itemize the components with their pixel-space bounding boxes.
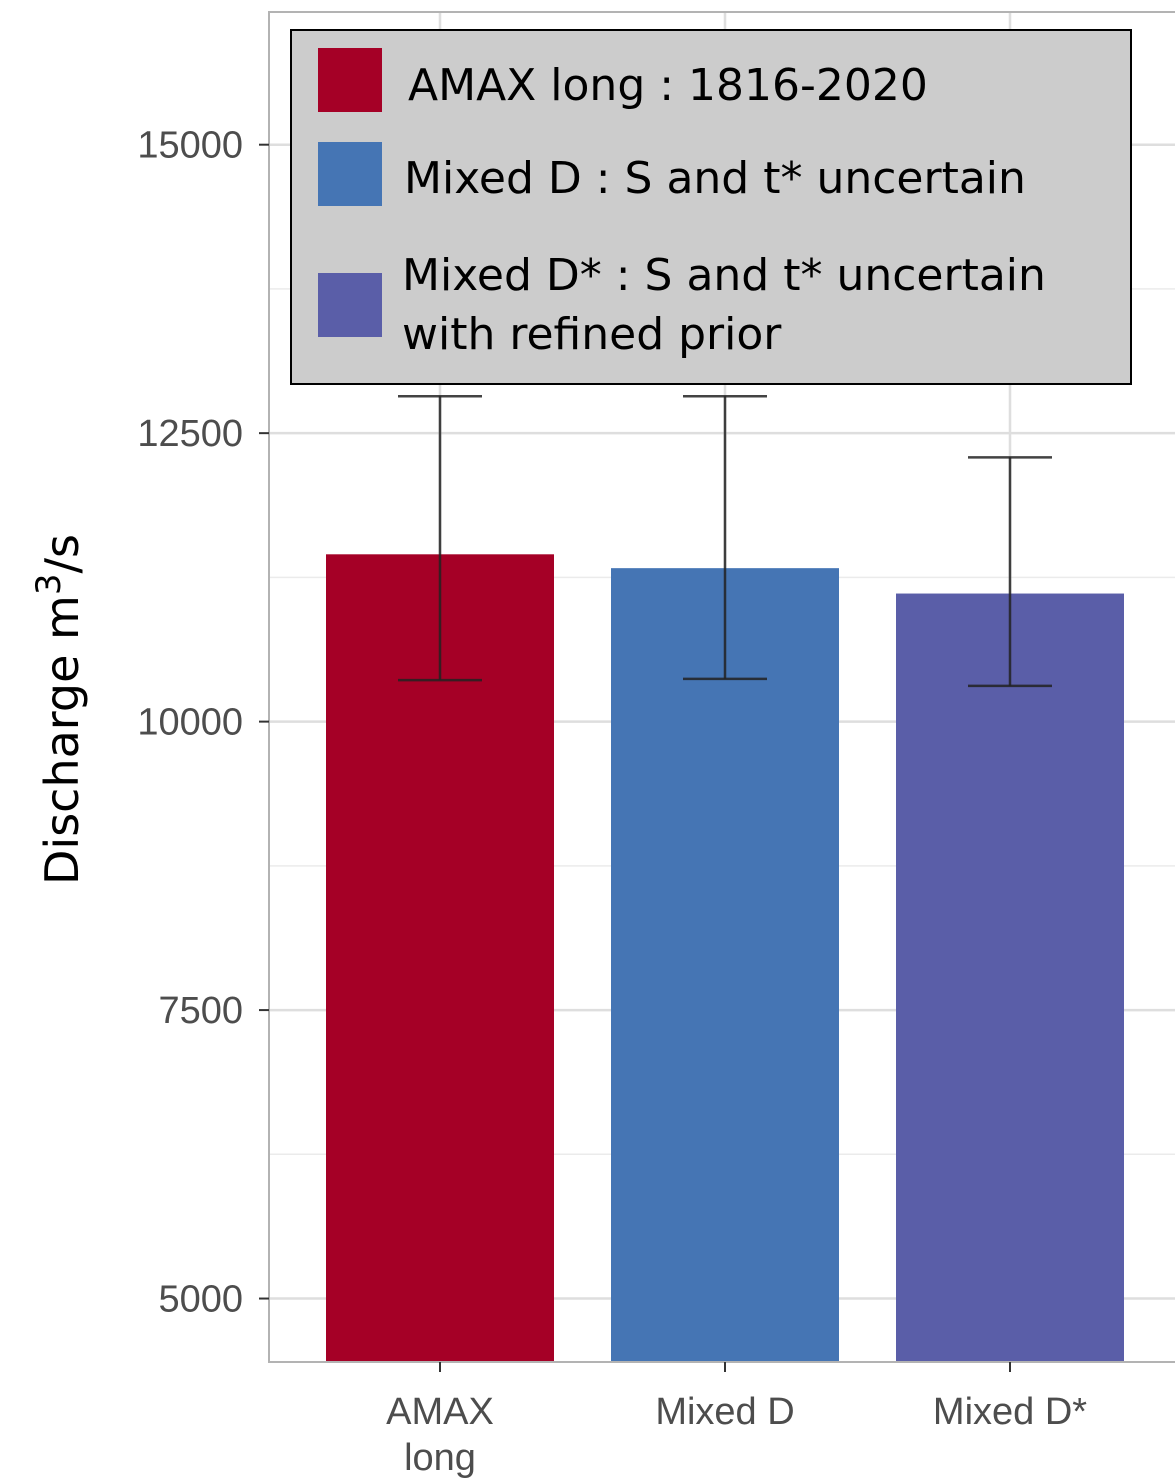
- y-tick-label: 5000: [158, 1279, 243, 1321]
- legend-label: AMAX long : 1816-2020: [408, 60, 928, 111]
- bar: [326, 554, 554, 1362]
- y-tick-label: 15000: [137, 125, 243, 167]
- x-tick-label: Mixed D*: [933, 1391, 1087, 1433]
- y-tick-label: 10000: [137, 702, 243, 744]
- legend-box: [290, 29, 1132, 385]
- x-tick-label: Mixed D: [655, 1391, 794, 1433]
- legend-key: [318, 273, 382, 337]
- bars: [326, 554, 1124, 1362]
- y-tick-label: 7500: [158, 990, 243, 1032]
- legend-label: Mixed D* : S and t* uncertain: [402, 250, 1046, 301]
- panel-border: [268, 11, 1175, 1363]
- bar: [896, 593, 1124, 1362]
- y-tick-label: 12500: [137, 413, 243, 455]
- legend: AMAX long : 1816-2020 Mixed D : S and t* …: [290, 29, 1132, 385]
- legend-label: with refined prior: [402, 309, 782, 360]
- legend-key: [318, 48, 382, 112]
- y-axis-title: Discharge m3/s: [29, 534, 89, 885]
- bar: [611, 568, 839, 1362]
- axis-ticks: 5000 7500 10000 12500 15000 AMAX long Mixed D Mi…: [137, 125, 1087, 1479]
- error-bars: [398, 394, 1052, 688]
- x-tick-label: AMAX long: [386, 1391, 494, 1479]
- legend-label: Mixed D : S and t* uncertain: [404, 153, 1026, 204]
- legend-key: [318, 142, 382, 206]
